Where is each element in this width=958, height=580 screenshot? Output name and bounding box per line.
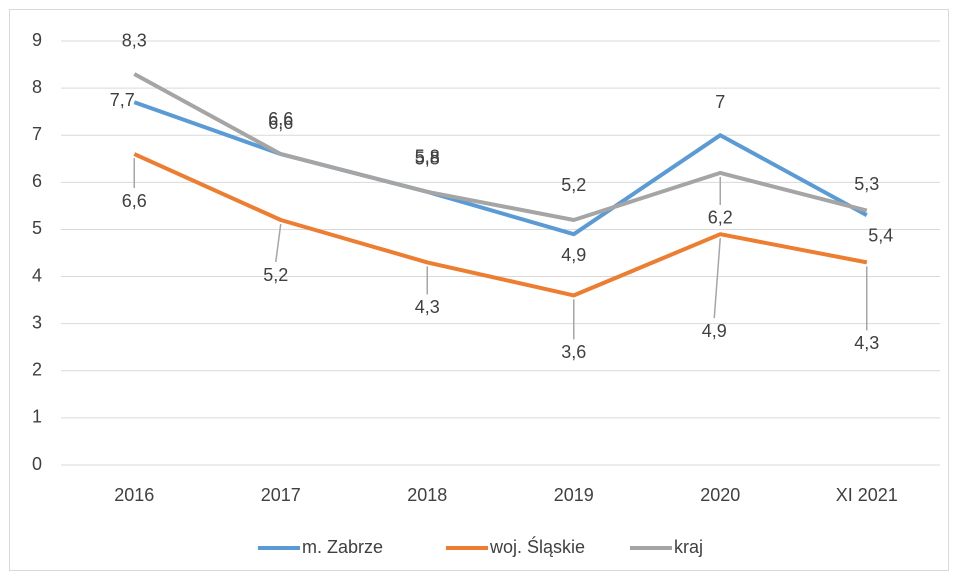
y-tick-label: 0 xyxy=(32,454,42,474)
data-label: 5,8 xyxy=(415,147,440,167)
x-tick-label: 2020 xyxy=(700,485,740,505)
data-label: 4,3 xyxy=(415,297,440,317)
series-line xyxy=(133,72,868,222)
y-tick-label: 1 xyxy=(32,407,42,427)
y-tick-label: 6 xyxy=(32,171,42,191)
leader-line xyxy=(275,223,282,263)
data-label: 5,4 xyxy=(868,225,893,245)
y-tick-label: 8 xyxy=(32,77,42,97)
data-label: 4,3 xyxy=(854,333,879,353)
data-label: 5,8 xyxy=(415,149,440,169)
data-label: 4,9 xyxy=(561,245,586,265)
data-label: 4,9 xyxy=(702,321,727,341)
y-tick-label: 3 xyxy=(32,312,42,332)
series-line xyxy=(133,152,868,298)
y-tick-label: 7 xyxy=(32,124,42,144)
data-label: 5,2 xyxy=(561,175,586,195)
x-tick-label: 2017 xyxy=(261,485,301,505)
y-tick-label: 4 xyxy=(32,265,42,285)
x-tick-label: XI 2021 xyxy=(836,485,898,505)
data-label: 7 xyxy=(715,92,725,112)
chart-frame xyxy=(9,9,949,571)
series-line xyxy=(133,100,868,237)
data-label: 3,6 xyxy=(561,342,586,362)
x-tick-label: 2016 xyxy=(114,485,154,505)
y-tick-label: 9 xyxy=(32,30,42,50)
legend-label: woj. Śląskie xyxy=(489,536,585,557)
y-tick-label: 5 xyxy=(32,218,42,238)
data-label: 5,2 xyxy=(263,265,288,285)
data-label: 6,6 xyxy=(268,109,293,129)
legend-label: m. Zabrze xyxy=(302,537,383,557)
data-label: 8,3 xyxy=(122,31,147,51)
data-label: 6,2 xyxy=(708,208,733,228)
x-tick-label: 2018 xyxy=(407,485,447,505)
data-label: 7,7 xyxy=(110,90,135,110)
legend-label: kraj xyxy=(674,537,703,557)
data-label: 6,6 xyxy=(268,113,293,133)
leader-line xyxy=(713,238,721,319)
data-label: 6,6 xyxy=(122,191,147,211)
data-label: 5,3 xyxy=(854,174,879,194)
x-tick-label: 2019 xyxy=(554,485,594,505)
y-tick-label: 2 xyxy=(32,360,42,380)
